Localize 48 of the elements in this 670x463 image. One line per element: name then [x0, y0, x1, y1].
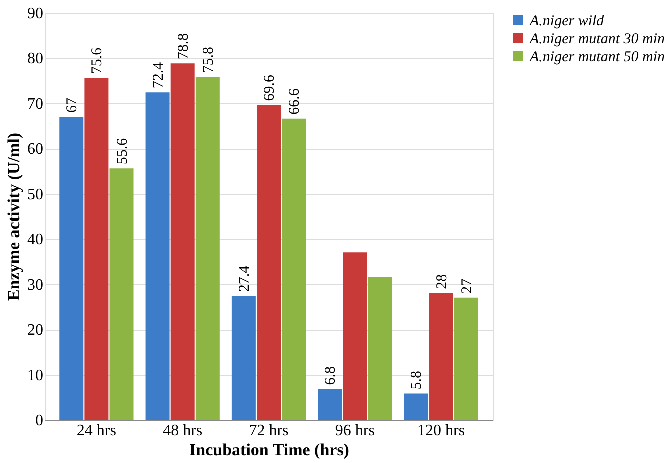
bar	[110, 168, 134, 420]
data-label: 75.8	[200, 46, 217, 74]
bar	[404, 394, 428, 420]
data-label: 67	[64, 98, 81, 114]
y-tick-label: 50	[28, 186, 44, 204]
data-label: 75.6	[90, 47, 106, 74]
x-tick-label: 120 hrs	[418, 422, 466, 440]
bar	[257, 105, 281, 420]
x-tick-label: 24 hrs	[76, 422, 116, 440]
bar	[232, 296, 256, 420]
y-tick-label: 20	[28, 322, 44, 340]
legend-label: A.niger wild	[529, 14, 605, 30]
legend-label: A.niger mutant 50 min	[529, 50, 665, 66]
x-tick-label: 48 hrs	[163, 422, 203, 440]
x-axis-title: Incubation Time (hrs)	[190, 440, 350, 460]
bar	[318, 389, 342, 420]
bar	[84, 78, 109, 420]
bar	[60, 117, 84, 420]
y-axis-title: Enzyme activity (U/ml)	[4, 132, 24, 302]
bar	[343, 252, 368, 420]
bar	[368, 278, 392, 420]
bar	[282, 118, 306, 420]
bar	[454, 298, 478, 420]
bar	[170, 64, 195, 420]
y-tick-label: 10	[28, 367, 44, 384]
bar	[146, 92, 170, 420]
y-tick-label: 70	[28, 96, 44, 113]
data-label: 66.6	[287, 88, 304, 115]
y-tick-label: 60	[28, 141, 44, 158]
y-tick-label: 90	[28, 6, 44, 22]
data-label: 27	[459, 278, 476, 294]
y-tick-label: 80	[28, 50, 44, 68]
x-tick-label: 72 hrs	[249, 422, 289, 440]
data-label: 28	[434, 274, 450, 290]
data-label: 6.8	[323, 366, 340, 386]
data-label: 72.4	[150, 62, 167, 89]
y-tick-label: 30	[28, 276, 44, 294]
bar	[429, 293, 454, 420]
y-tick-label: 0	[36, 412, 44, 430]
data-label: 78.8	[176, 33, 192, 60]
y-tick-label: 40	[28, 232, 44, 249]
legend-label: A.niger mutant 30 min	[529, 32, 665, 48]
data-label: 5.8	[409, 371, 426, 390]
data-label: 69.6	[262, 74, 278, 102]
data-label: 27.4	[236, 265, 253, 292]
data-label: 55.6	[114, 138, 131, 165]
bar	[196, 77, 220, 420]
x-tick-label: 96 hrs	[335, 422, 375, 440]
